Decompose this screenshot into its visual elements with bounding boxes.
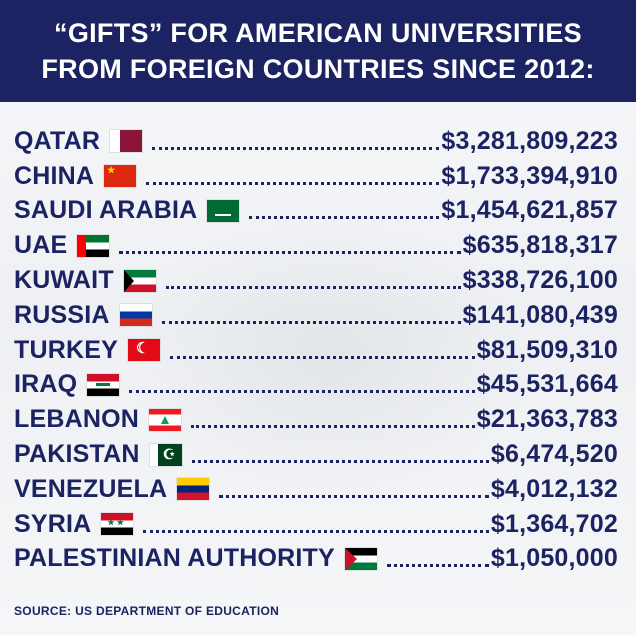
list-item: CHINA $1,733,394,910 xyxy=(14,159,618,194)
list-item: VENEZUELA $4,012,132 xyxy=(14,472,618,507)
dot-leader xyxy=(219,494,489,498)
source-note: SOURCE: US DEPARTMENT OF EDUCATION xyxy=(14,604,280,618)
dot-leader xyxy=(146,181,440,185)
dot-leader xyxy=(191,425,475,429)
list-item: IRAQ $45,531,664 xyxy=(14,368,618,403)
uae-flag-icon xyxy=(77,234,110,257)
gift-amount: $141,080,439 xyxy=(462,300,618,329)
gift-amount: $338,726,100 xyxy=(462,266,618,295)
country-name: IRAQ xyxy=(14,370,78,399)
country-name: SYRIA xyxy=(14,509,92,538)
saudi-arabia-flag-icon xyxy=(207,199,240,222)
list-item: LEBANON $21,363,783 xyxy=(14,402,618,437)
dot-leader xyxy=(191,459,489,463)
syria-flag-icon xyxy=(101,513,134,536)
dot-leader xyxy=(129,390,475,394)
country-name: TURKEY xyxy=(14,335,118,364)
gift-amount: $1,454,621,857 xyxy=(441,196,618,225)
turkey-flag-icon xyxy=(127,339,160,362)
list-item: TURKEY $81,509,310 xyxy=(14,333,618,368)
country-name: SAUDI ARABIA xyxy=(14,196,198,225)
country-name: VENEZUELA xyxy=(14,474,168,503)
country-name: QATAR xyxy=(14,126,101,155)
gift-amount: $635,818,317 xyxy=(462,231,618,260)
kuwait-flag-icon xyxy=(123,269,156,292)
list-item: PAKISTAN $6,474,520 xyxy=(14,437,618,472)
iraq-flag-icon xyxy=(87,373,120,396)
list-item: SYRIA $1,364,702 xyxy=(14,507,618,542)
gift-amount: $1,733,394,910 xyxy=(441,161,618,190)
pakistan-flag-icon xyxy=(149,443,182,466)
country-name: UAE xyxy=(14,231,68,260)
gift-amount: $1,050,000 xyxy=(490,544,618,573)
gift-amount: $21,363,783 xyxy=(476,405,618,434)
list-item: UAE $635,818,317 xyxy=(14,228,618,263)
title-line-1: “GIFTS” FOR AMERICAN UNIVERSITIES xyxy=(54,18,582,48)
list-item: KUWAIT $338,726,100 xyxy=(14,263,618,298)
venezuela-flag-icon xyxy=(177,478,210,501)
dot-leader xyxy=(165,285,461,289)
list-item: PALESTINIAN AUTHORITY $1,050,000 xyxy=(14,542,618,577)
russia-flag-icon xyxy=(119,304,152,327)
gift-amount: $6,474,520 xyxy=(490,440,618,469)
china-flag-icon xyxy=(104,165,137,188)
country-list: QATAR $3,281,809,223 CHINA $1,733,394,91… xyxy=(14,124,618,576)
gift-amount: $81,509,310 xyxy=(476,335,618,364)
country-name: KUWAIT xyxy=(14,266,114,295)
dot-leader xyxy=(119,251,461,255)
header-banner: “GIFTS” FOR AMERICAN UNIVERSITIES FROM F… xyxy=(0,0,636,102)
country-name: CHINA xyxy=(14,161,95,190)
dot-leader xyxy=(152,146,440,150)
gift-amount: $3,281,809,223 xyxy=(441,126,618,155)
qatar-flag-icon xyxy=(110,130,143,153)
palestine-flag-icon xyxy=(344,547,377,570)
gift-amount: $45,531,664 xyxy=(476,370,618,399)
country-name: PALESTINIAN AUTHORITY xyxy=(14,544,335,573)
dot-leader xyxy=(143,529,489,533)
dot-leader xyxy=(249,216,440,220)
list-item: QATAR $3,281,809,223 xyxy=(14,124,618,159)
country-name: PAKISTAN xyxy=(14,440,140,469)
country-name: LEBANON xyxy=(14,405,140,434)
country-name: RUSSIA xyxy=(14,300,110,329)
dot-leader xyxy=(386,564,489,568)
list-item: SAUDI ARABIA $1,454,621,857 xyxy=(14,194,618,229)
gift-amount: $1,364,702 xyxy=(490,509,618,538)
dot-leader xyxy=(161,320,461,324)
dot-leader xyxy=(169,355,475,359)
gift-amount: $4,012,132 xyxy=(490,474,618,503)
title-line-2: FROM FOREIGN COUNTRIES SINCE 2012: xyxy=(41,54,595,84)
lebanon-flag-icon xyxy=(149,408,182,431)
list-item: RUSSIA $141,080,439 xyxy=(14,298,618,333)
